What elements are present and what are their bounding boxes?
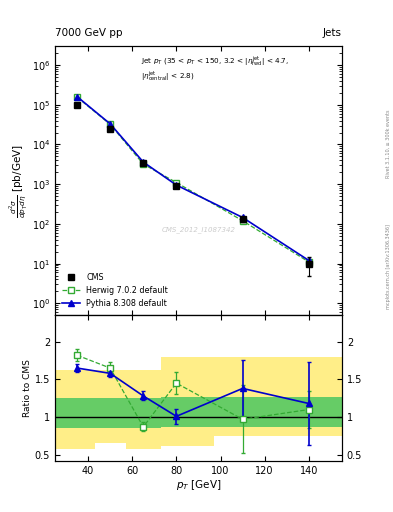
Text: CMS_2012_I1087342: CMS_2012_I1087342: [162, 226, 235, 232]
Legend: CMS, Herwig 7.0.2 default, Pythia 8.308 default: CMS, Herwig 7.0.2 default, Pythia 8.308 …: [59, 270, 171, 311]
Text: Jets: Jets: [323, 28, 342, 38]
Text: Rivet 3.1.10, ≥ 300k events: Rivet 3.1.10, ≥ 300k events: [386, 109, 391, 178]
X-axis label: $p_T$ [GeV]: $p_T$ [GeV]: [176, 478, 221, 493]
Text: Jet $p_T$ (35 < $p_T$ < 150, 3.2 < $|\eta^{\rm jet}_{\rm fwd}|$ < 4.7, $|\eta^{\: Jet $p_T$ (35 < $p_T$ < 150, 3.2 < $|\et…: [141, 54, 289, 83]
Y-axis label: $\frac{d^2\sigma}{dp_T d\eta}$ [pb/GeV]: $\frac{d^2\sigma}{dp_T d\eta}$ [pb/GeV]: [8, 144, 29, 218]
Text: 7000 GeV pp: 7000 GeV pp: [55, 28, 123, 38]
Text: mcplots.cern.ch [arXiv:1306.3436]: mcplots.cern.ch [arXiv:1306.3436]: [386, 224, 391, 309]
Y-axis label: Ratio to CMS: Ratio to CMS: [23, 359, 32, 417]
